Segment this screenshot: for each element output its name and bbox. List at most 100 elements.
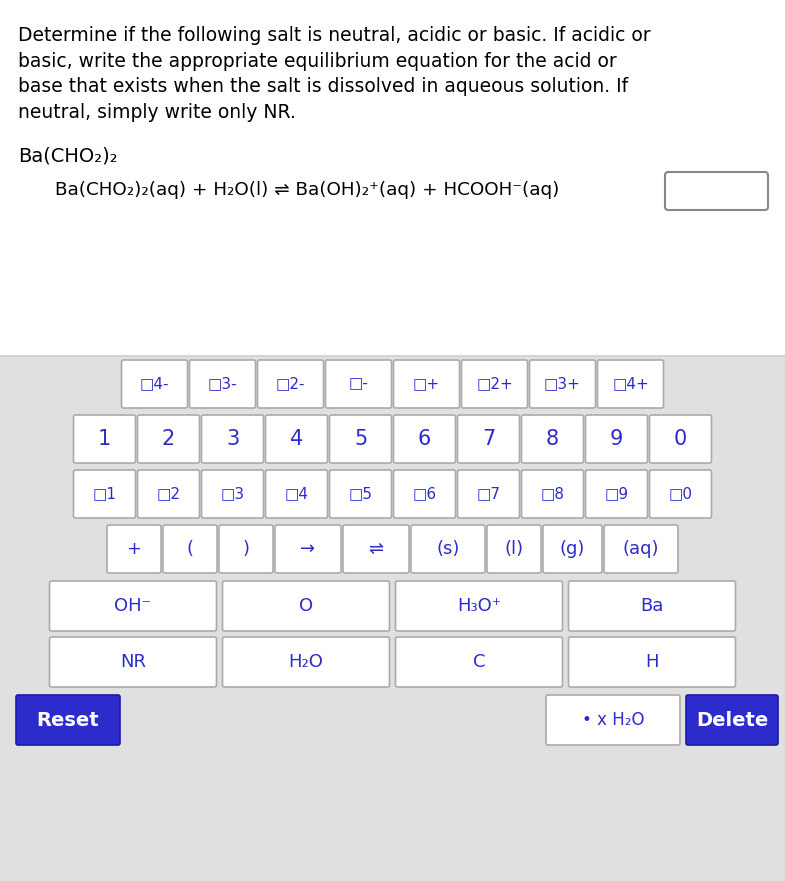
FancyBboxPatch shape [393, 360, 459, 408]
FancyBboxPatch shape [568, 581, 736, 631]
FancyBboxPatch shape [219, 525, 273, 573]
Text: □2: □2 [156, 486, 181, 501]
FancyBboxPatch shape [393, 470, 455, 518]
FancyBboxPatch shape [521, 470, 583, 518]
FancyBboxPatch shape [0, 0, 785, 357]
FancyBboxPatch shape [568, 637, 736, 687]
Text: □0: □0 [669, 486, 692, 501]
Text: Ba(CHO₂)₂: Ba(CHO₂)₂ [18, 146, 118, 165]
Text: □5: □5 [349, 486, 373, 501]
FancyBboxPatch shape [163, 525, 217, 573]
Text: □-: □- [349, 376, 368, 391]
FancyBboxPatch shape [0, 357, 785, 881]
FancyBboxPatch shape [330, 470, 392, 518]
Text: 6: 6 [418, 429, 431, 449]
FancyBboxPatch shape [343, 525, 409, 573]
Text: H₃O⁺: H₃O⁺ [457, 597, 501, 615]
FancyBboxPatch shape [107, 525, 161, 573]
Text: 0: 0 [674, 429, 687, 449]
Text: □3+: □3+ [544, 376, 581, 391]
Text: □7: □7 [476, 486, 501, 501]
FancyBboxPatch shape [458, 470, 520, 518]
Text: □1: □1 [93, 486, 116, 501]
Text: NR: NR [120, 653, 146, 671]
FancyBboxPatch shape [604, 525, 678, 573]
FancyBboxPatch shape [665, 172, 768, 210]
Text: 8: 8 [546, 429, 559, 449]
Text: 2: 2 [162, 429, 175, 449]
Text: (aq): (aq) [623, 540, 659, 558]
FancyBboxPatch shape [202, 470, 264, 518]
FancyBboxPatch shape [49, 637, 217, 687]
Text: +: + [126, 540, 141, 558]
FancyBboxPatch shape [122, 360, 188, 408]
Text: □4-: □4- [140, 376, 170, 391]
Text: □6: □6 [412, 486, 436, 501]
FancyBboxPatch shape [686, 695, 778, 745]
FancyBboxPatch shape [326, 360, 392, 408]
Text: Delete: Delete [696, 710, 769, 729]
Text: (l): (l) [505, 540, 524, 558]
Text: □2+: □2+ [476, 376, 513, 391]
Text: H: H [645, 653, 659, 671]
Text: Ba(CHO₂)₂(aq) + H₂O(l) ⇌ Ba(OH)₂⁺(aq) + HCOOH⁻(aq): Ba(CHO₂)₂(aq) + H₂O(l) ⇌ Ba(OH)₂⁺(aq) + … [55, 181, 560, 199]
FancyBboxPatch shape [275, 525, 341, 573]
Text: 4: 4 [290, 429, 303, 449]
FancyBboxPatch shape [586, 415, 648, 463]
FancyBboxPatch shape [543, 525, 602, 573]
FancyBboxPatch shape [74, 470, 136, 518]
Text: Ba: Ba [641, 597, 663, 615]
FancyBboxPatch shape [393, 415, 455, 463]
Text: Determine if the following salt is neutral, acidic or basic. If acidic or
basic,: Determine if the following salt is neutr… [18, 26, 651, 122]
Text: 9: 9 [610, 429, 623, 449]
FancyBboxPatch shape [597, 360, 663, 408]
FancyBboxPatch shape [411, 525, 485, 573]
Text: OH⁻: OH⁻ [115, 597, 152, 615]
Text: H₂O: H₂O [289, 653, 323, 671]
FancyBboxPatch shape [396, 637, 563, 687]
FancyBboxPatch shape [546, 695, 680, 745]
Text: C: C [473, 653, 485, 671]
FancyBboxPatch shape [49, 581, 217, 631]
FancyBboxPatch shape [330, 415, 392, 463]
FancyBboxPatch shape [649, 415, 711, 463]
Text: □2-: □2- [276, 376, 305, 391]
FancyBboxPatch shape [74, 415, 136, 463]
Text: □3-: □3- [208, 376, 237, 391]
FancyBboxPatch shape [586, 470, 648, 518]
FancyBboxPatch shape [222, 581, 389, 631]
Text: □+: □+ [413, 376, 440, 391]
FancyBboxPatch shape [189, 360, 255, 408]
FancyBboxPatch shape [16, 695, 120, 745]
FancyBboxPatch shape [137, 415, 199, 463]
FancyBboxPatch shape [202, 415, 264, 463]
FancyBboxPatch shape [265, 415, 327, 463]
Text: (s): (s) [436, 540, 460, 558]
FancyBboxPatch shape [222, 637, 389, 687]
Text: 5: 5 [354, 429, 367, 449]
FancyBboxPatch shape [458, 415, 520, 463]
FancyBboxPatch shape [462, 360, 528, 408]
FancyBboxPatch shape [265, 470, 327, 518]
FancyBboxPatch shape [649, 470, 711, 518]
Text: • x H₂O: • x H₂O [582, 711, 644, 729]
Text: →: → [301, 540, 316, 558]
FancyBboxPatch shape [396, 581, 563, 631]
FancyBboxPatch shape [257, 360, 323, 408]
Text: (g): (g) [560, 540, 585, 558]
Text: □4+: □4+ [612, 376, 649, 391]
Text: 7: 7 [482, 429, 495, 449]
Text: O: O [299, 597, 313, 615]
Text: □4: □4 [284, 486, 309, 501]
Text: □3: □3 [221, 486, 245, 501]
FancyBboxPatch shape [530, 360, 596, 408]
Text: □9: □9 [604, 486, 629, 501]
Text: 3: 3 [226, 429, 239, 449]
Text: 1: 1 [98, 429, 111, 449]
Text: ⇌: ⇌ [368, 540, 384, 558]
FancyBboxPatch shape [137, 470, 199, 518]
Text: □8: □8 [541, 486, 564, 501]
Text: Reset: Reset [37, 710, 100, 729]
FancyBboxPatch shape [521, 415, 583, 463]
Text: (: ( [187, 540, 193, 558]
